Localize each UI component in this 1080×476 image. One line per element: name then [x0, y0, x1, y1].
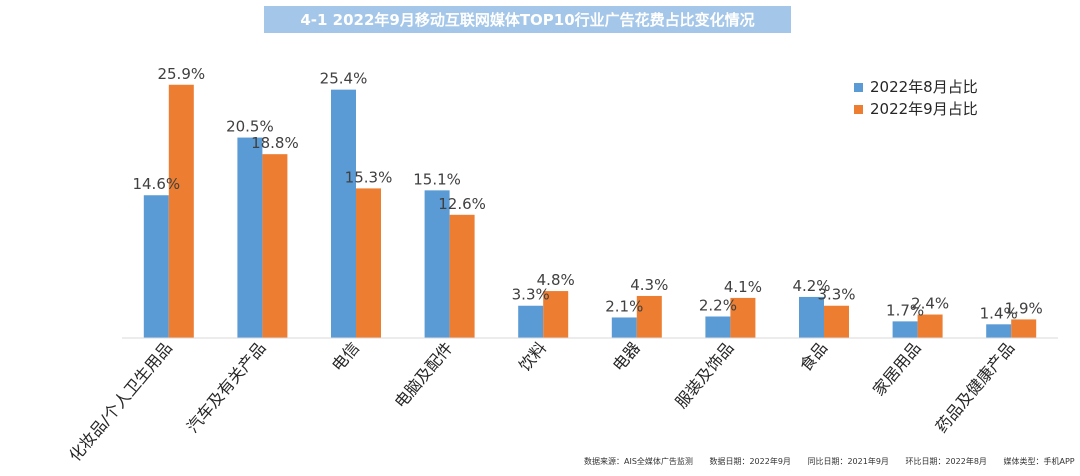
footer-data-date: 数据日期：2022年9月 — [709, 457, 791, 466]
bar-aug-10 — [986, 324, 1012, 338]
source-line: 数据来源：AIS全媒体广告监测 数据日期：2022年9月 同比日期：2021年9… — [584, 456, 1080, 467]
bar-aug-4 — [424, 190, 450, 338]
bar-sep-5 — [543, 291, 569, 338]
bar-aug-1 — [143, 195, 169, 338]
bar-sep-10 — [1011, 319, 1037, 338]
legend-swatch-2 — [854, 105, 863, 114]
value-label-sep-9: 2.4% — [911, 295, 949, 313]
bar-sep-6 — [636, 295, 662, 338]
footer-media-type: 媒体类型：手机APP — [1003, 457, 1075, 466]
category-label-10: 药品及健康产品 — [932, 338, 1019, 436]
category-label-9: 家居用品 — [869, 338, 925, 399]
footer-source: 数据来源：AIS全媒体广告监测 — [584, 457, 693, 466]
category-label-4: 电脑及配件 — [391, 338, 457, 412]
bar-sep-1 — [168, 84, 194, 338]
bar-aug-2 — [237, 137, 263, 338]
legend-label-2: 2022年9月占比 — [870, 100, 978, 118]
category-label-7: 服装及饰品 — [671, 338, 737, 412]
legend-swatch-1 — [854, 83, 863, 92]
category-label-2: 汽车及有关产品 — [183, 338, 270, 436]
bar-aug-5 — [518, 305, 544, 338]
value-label-aug-1: 14.6% — [132, 175, 180, 193]
value-label-sep-6: 4.3% — [630, 276, 668, 294]
value-label-sep-5: 4.8% — [537, 271, 575, 289]
value-label-sep-3: 15.3% — [345, 168, 393, 186]
bar-sep-2 — [262, 154, 288, 338]
bar-sep-4 — [449, 214, 475, 338]
bar-aug-3 — [331, 89, 356, 339]
value-label-aug-7: 2.2% — [699, 296, 737, 314]
value-label-aug-3: 25.4% — [320, 70, 368, 88]
value-label-aug-5: 3.3% — [512, 286, 550, 304]
footer-mom-date: 环比日期：2022年8月 — [905, 457, 987, 466]
bar-aug-9 — [892, 321, 918, 338]
bar-sep-7 — [730, 297, 756, 338]
category-label-3: 电信 — [328, 338, 363, 375]
bar-aug-7 — [705, 316, 731, 338]
value-label-aug-9: 1.7% — [886, 301, 924, 319]
bar-sep-3 — [356, 188, 381, 338]
value-label-aug-8: 4.2% — [792, 277, 830, 295]
legend: 2022年8月占比 2022年9月占比 — [854, 78, 978, 118]
chart-title: 4-1 2022年9月移动互联网媒体TOP10行业广告花费占比变化情况 — [264, 6, 791, 33]
bar-sep-8 — [824, 305, 849, 338]
value-label-aug-10: 1.4% — [980, 304, 1018, 322]
category-label-5: 饮料 — [515, 338, 550, 375]
legend-label-1: 2022年8月占比 — [870, 78, 978, 96]
bars-group — [143, 84, 1037, 339]
value-label-sep-10: 1.9% — [1005, 299, 1043, 317]
value-label-sep-7: 4.1% — [724, 278, 762, 296]
value-label-aug-6: 2.1% — [605, 297, 643, 315]
bar-aug-6 — [611, 317, 637, 338]
bar-sep-9 — [917, 314, 943, 338]
value-label-aug-2: 20.5% — [226, 118, 274, 136]
category-label-6: 电器 — [609, 338, 644, 375]
bar-aug-8 — [799, 296, 824, 338]
value-label-sep-1: 25.9% — [157, 65, 205, 83]
value-labels-group: 14.6% 25.9% 20.5%18.8% 25.4% 15.3% 15.1% 12.6%… — [132, 65, 1042, 323]
category-label-8: 食品 — [796, 338, 831, 375]
value-label-sep-2: 18.8% — [251, 134, 299, 152]
value-label-sep-8: 3.3% — [817, 286, 855, 304]
category-label-1: 化妆品/个人卫生用品 — [65, 338, 176, 465]
category-labels-group: 化妆品/个人卫生用品 汽车及有关产品 电信 电脑及配件 饮料 电器 服装及饰品 食品 家居用品药… — [65, 338, 1018, 465]
footer-yoy-date: 同比日期：2021年9月 — [807, 457, 889, 466]
value-label-sep-4: 12.6% — [438, 195, 486, 213]
value-label-aug-4: 15.1% — [413, 170, 461, 188]
